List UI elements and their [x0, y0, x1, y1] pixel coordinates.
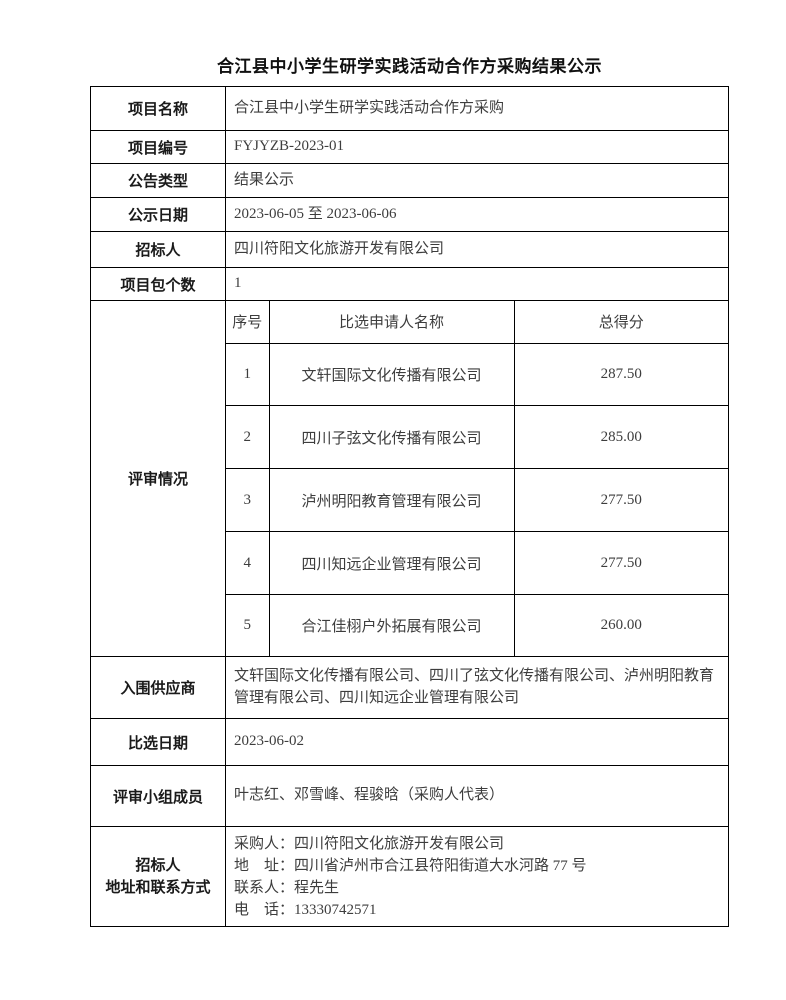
field-value-contact: 采购人：四川符阳文化旅游开发有限公司 地 址：四川省泸州市合江县符阳街道大水河路… [225, 826, 729, 927]
contact-person: 联系人：程先生 [234, 879, 340, 896]
evaluation-row-5: 5 合江佳栩户外拓展有限公司 260.00 [226, 594, 728, 656]
table-row-package-count: 项目包个数 1 [90, 267, 729, 301]
field-value-project-number: FYJYZB-2023-01 [225, 130, 729, 164]
evaluation-row-3: 3 泸州明阳教育管理有限公司 277.50 [226, 468, 728, 533]
field-value-publicity-date: 2023-06-05 至 2023-06-06 [225, 197, 729, 232]
table-row-evaluation: 评审情况 序号 比选申请人名称 总得分 1 文轩国际文化传播有限公司 287.5… [90, 300, 729, 657]
bidder-score: 287.50 [513, 342, 728, 407]
table-row-contact: 招标人 地址和联系方式 采购人：四川符阳文化旅游开发有限公司 地 址：四川省泸州… [90, 826, 729, 927]
bidder-name: 四川子弦文化传播有限公司 [268, 405, 515, 470]
evaluation-row-1: 1 文轩国际文化传播有限公司 287.50 [226, 342, 728, 407]
contact-label-line2: 地址和联系方式 [105, 879, 211, 896]
bidder-no: 1 [226, 342, 270, 407]
field-label-tenderer: 招标人 [90, 231, 226, 268]
bidder-score: 277.50 [513, 468, 728, 533]
table-row-project-number: 项目编号 FYJYZB-2023-01 [90, 130, 729, 164]
contact-phone: 电 话：13330742571 [234, 901, 377, 918]
field-value-project-name: 合江县中小学生研学实践活动合作方采购 [225, 86, 729, 131]
bidder-name: 合江佳栩户外拓展有限公司 [268, 594, 515, 656]
evaluation-table-cell: 序号 比选申请人名称 总得分 1 文轩国际文化传播有限公司 287.50 2 四… [225, 300, 729, 657]
bidder-name: 四川知远企业管理有限公司 [268, 531, 515, 595]
bidder-name: 泸州明阳教育管理有限公司 [268, 468, 515, 533]
table-row-panel: 评审小组成员 叶志红、邓雪峰、程骏晗（采购人代表） [90, 765, 729, 827]
contact-lines: 采购人：四川符阳文化旅游开发有限公司 地 址：四川省泸州市合江县符阳街道大水河路… [234, 833, 720, 921]
table-row-selection-date: 比选日期 2023-06-02 [90, 718, 729, 766]
evaluation-row-4: 4 四川知远企业管理有限公司 277.50 [226, 531, 728, 595]
bidder-score: 260.00 [513, 594, 728, 656]
bidder-no: 2 [226, 405, 270, 470]
field-label-notice-type: 公告类型 [90, 163, 226, 198]
table-row-project-name: 项目名称 合江县中小学生研学实践活动合作方采购 [90, 86, 729, 131]
contact-address: 地 址：四川省泸州市合江县符阳街道大水河路 77 号 [234, 857, 587, 874]
col-header-total-score: 总得分 [513, 301, 728, 344]
field-label-shortlist: 入围供应商 [90, 656, 226, 719]
table-row-notice-type: 公告类型 结果公示 [90, 163, 729, 198]
evaluation-row-2: 2 四川子弦文化传播有限公司 285.00 [226, 405, 728, 470]
announcement-table: 项目名称 合江县中小学生研学实践活动合作方采购 项目编号 FYJYZB-2023… [90, 86, 729, 927]
col-header-bidder-name: 比选申请人名称 [268, 301, 515, 344]
field-label-project-number: 项目编号 [90, 130, 226, 164]
evaluation-header-row: 序号 比选申请人名称 总得分 [226, 301, 728, 344]
field-value-notice-type: 结果公示 [225, 163, 729, 198]
contact-purchaser: 采购人：四川符阳文化旅游开发有限公司 [234, 835, 505, 852]
field-value-selection-date: 2023-06-02 [225, 718, 729, 766]
field-label-package-count: 项目包个数 [90, 267, 226, 301]
table-row-publicity-date: 公示日期 2023-06-05 至 2023-06-06 [90, 197, 729, 232]
col-header-no: 序号 [226, 301, 270, 344]
bidder-score: 285.00 [513, 405, 728, 470]
bidder-score: 277.50 [513, 531, 728, 595]
field-label-evaluation: 评审情况 [90, 300, 226, 657]
table-row-tenderer: 招标人 四川符阳文化旅游开发有限公司 [90, 231, 729, 268]
field-value-shortlist: 文轩国际文化传播有限公司、四川了弦文化传播有限公司、泸州明阳教育管理有限公司、四… [225, 656, 729, 719]
bidder-no: 5 [226, 594, 270, 656]
page-title: 合江县中小学生研学实践活动合作方采购结果公示 [217, 57, 602, 76]
evaluation-table: 序号 比选申请人名称 总得分 1 文轩国际文化传播有限公司 287.50 2 四… [226, 301, 728, 656]
field-label-publicity-date: 公示日期 [90, 197, 226, 232]
field-label-selection-date: 比选日期 [90, 718, 226, 766]
field-label-panel: 评审小组成员 [90, 765, 226, 827]
field-label-contact: 招标人 地址和联系方式 [90, 826, 226, 927]
field-value-tenderer: 四川符阳文化旅游开发有限公司 [225, 231, 729, 268]
contact-label-line1: 招标人 [135, 857, 181, 874]
bidder-no: 3 [226, 468, 270, 533]
field-value-package-count: 1 [225, 267, 729, 301]
field-value-panel: 叶志红、邓雪峰、程骏晗（采购人代表） [225, 765, 729, 827]
field-label-project-name: 项目名称 [90, 86, 226, 131]
table-row-shortlist: 入围供应商 文轩国际文化传播有限公司、四川了弦文化传播有限公司、泸州明阳教育管理… [90, 656, 729, 719]
bidder-no: 4 [226, 531, 270, 595]
bidder-name: 文轩国际文化传播有限公司 [268, 342, 515, 407]
